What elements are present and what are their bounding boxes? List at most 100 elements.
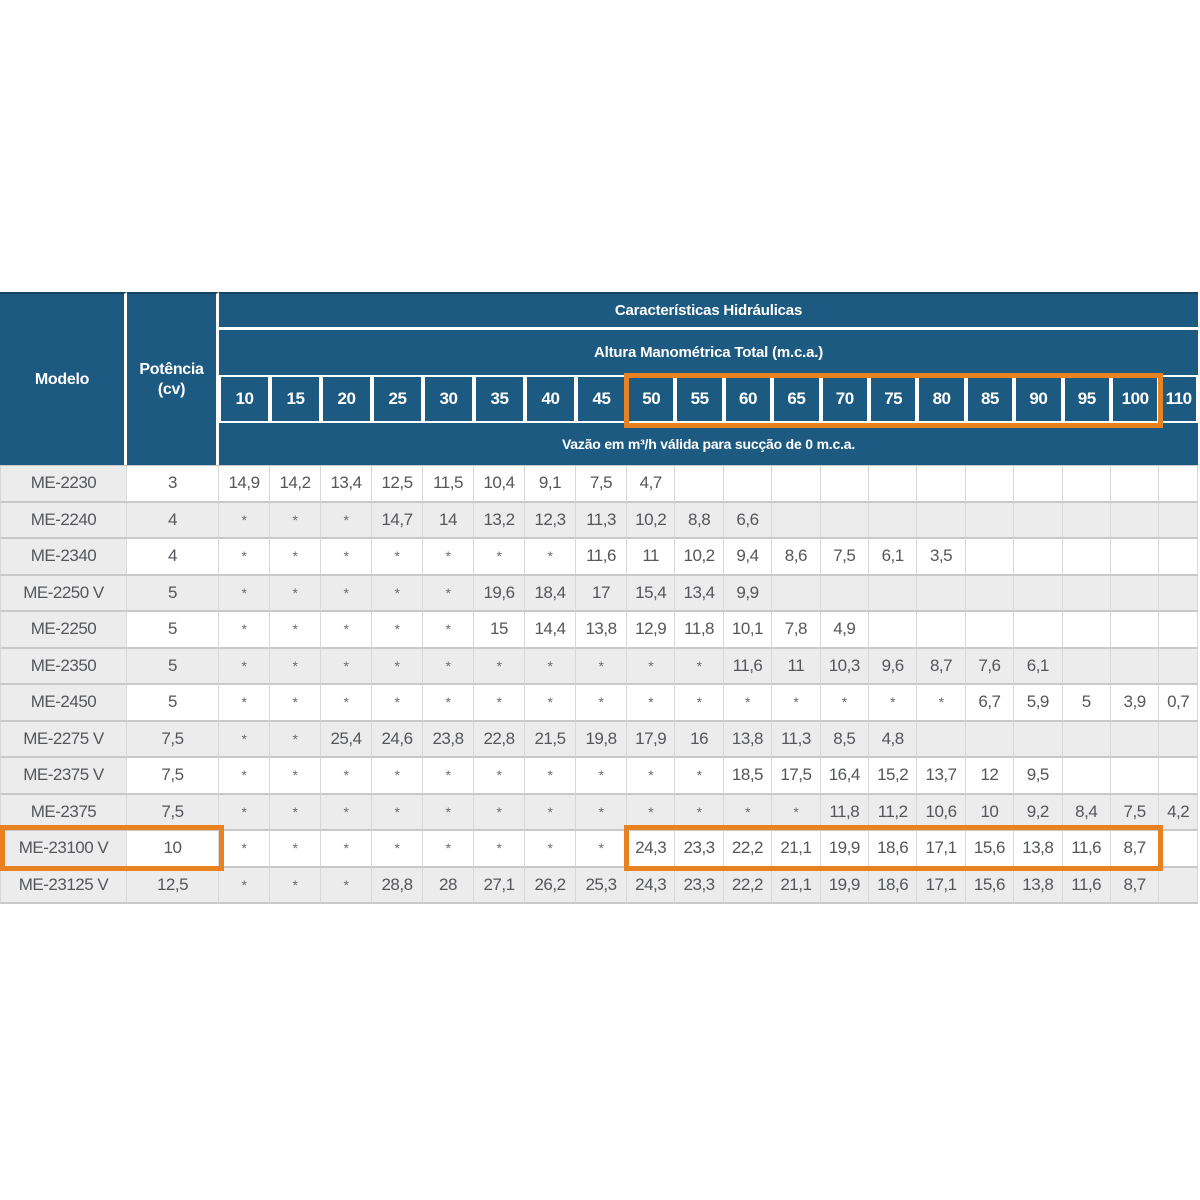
value-cell: 8,6 (772, 539, 821, 576)
value-cell: * (372, 612, 423, 649)
value-cell: 7,5 (576, 466, 627, 503)
value-cell: * (270, 831, 321, 868)
value-cell: * (321, 575, 372, 612)
value-cell: * (219, 648, 270, 685)
value-cell: * (270, 721, 321, 758)
value-cell: 15,6 (965, 867, 1015, 904)
col-header-110: 110 (1159, 377, 1198, 423)
model-column-label: Modelo (34, 370, 90, 388)
power-cell: 7,5 (127, 794, 219, 831)
value-cell: * (372, 794, 423, 831)
value-cell: * (525, 539, 576, 576)
value-cell: * (423, 685, 474, 722)
table-row: ME-2375 V 7,5 * * * * * * * * * * 18,5 17,5 16,4 15,2 13… (0, 758, 1198, 795)
value-cell: 8,7 (917, 648, 966, 685)
value-cell: 28,8 (372, 867, 423, 904)
value-cell: * (372, 575, 423, 612)
power-column-label-line1: Potência (139, 360, 204, 378)
value-cell: 16,4 (820, 758, 869, 795)
model-cell: ME-2240 (0, 502, 127, 539)
power-cell: 7,5 (127, 758, 219, 795)
value-cell: * (474, 794, 525, 831)
value-cell: 10,2 (627, 502, 676, 539)
col-header-70: 70 (820, 377, 869, 423)
value-cell (1110, 648, 1160, 685)
value-cell: 8,5 (820, 721, 869, 758)
value-cell: 6,1 (868, 539, 918, 576)
value-cell: * (576, 794, 627, 831)
table-row: ME-2240 4 * * * 14,7 14 13,2 12,3 11,3 10,2 8,8 6,6 (0, 502, 1198, 539)
value-cell: * (219, 575, 270, 612)
value-cell: 6,7 (965, 685, 1015, 722)
value-cell: 13,2 (474, 502, 525, 539)
value-cell (1159, 502, 1198, 539)
value-cell (1159, 575, 1198, 612)
value-cell (917, 721, 966, 758)
value-cell: 4,9 (820, 612, 869, 649)
value-cell: * (675, 758, 724, 795)
value-cell (1110, 575, 1160, 612)
value-cell (868, 575, 918, 612)
model-cell: ME-2375 (0, 794, 127, 831)
value-cell (1062, 502, 1111, 539)
value-cell: 19,9 (820, 867, 869, 904)
value-cell: * (372, 758, 423, 795)
table-row: ME-2250 V 5 * * * * * 19,6 18,4 17 15,4 13,4 9,9 (0, 575, 1198, 612)
value-cell: * (525, 648, 576, 685)
value-cell: * (321, 758, 372, 795)
col-header-65: 65 (772, 377, 821, 423)
subgroup-title-band: Altura Manométrica Total (m.c.a.) (219, 330, 1198, 377)
value-cell: 9,1 (525, 466, 576, 503)
value-cell (1159, 539, 1198, 576)
power-cell: 4 (127, 539, 219, 576)
value-cell: 17,9 (627, 721, 676, 758)
value-cell: * (772, 794, 821, 831)
value-cell: * (627, 685, 676, 722)
value-cell: 23,3 (675, 831, 724, 868)
value-cell: * (321, 539, 372, 576)
value-cell: 11,8 (820, 794, 869, 831)
value-cell: 25,3 (576, 867, 627, 904)
value-cell (1159, 721, 1198, 758)
value-cell: 24,3 (627, 831, 676, 868)
model-cell: ME-2375 V (0, 758, 127, 795)
value-cell: 11,2 (868, 794, 918, 831)
value-cell (917, 466, 966, 503)
value-cell (1062, 648, 1111, 685)
value-cell: 8,4 (1062, 794, 1111, 831)
value-cell: 19,8 (576, 721, 627, 758)
value-cell (965, 612, 1015, 649)
power-cell: 10 (127, 831, 219, 868)
model-cell: ME-2450 (0, 685, 127, 722)
value-cell (1159, 758, 1198, 795)
value-cell: * (627, 794, 676, 831)
model-cell: ME-2250 (0, 612, 127, 649)
value-cell: 3,9 (1110, 685, 1160, 722)
value-cell: 9,2 (1014, 794, 1063, 831)
value-cell: * (820, 685, 869, 722)
value-cell: 11,8 (675, 612, 724, 649)
value-cell: 7,5 (820, 539, 869, 576)
power-cell: 7,5 (127, 721, 219, 758)
value-cell: 16 (675, 721, 724, 758)
value-cell (1110, 758, 1160, 795)
value-cell: 13,8 (576, 612, 627, 649)
value-cell: 7,5 (1110, 794, 1160, 831)
value-cell: 19,6 (474, 575, 525, 612)
power-column-label-line2: (cv) (157, 380, 186, 398)
col-header-60: 60 (723, 377, 773, 423)
value-cell: * (525, 685, 576, 722)
value-cell (1110, 539, 1160, 576)
value-cell: 18,5 (723, 758, 773, 795)
model-cell: ME-2230 (0, 466, 127, 503)
value-cell: * (423, 794, 474, 831)
model-cell: ME-23125 V (0, 867, 127, 904)
power-cell: 5 (127, 575, 219, 612)
value-cell: * (627, 758, 676, 795)
value-cell: * (675, 648, 724, 685)
value-cell: * (270, 758, 321, 795)
value-cell: 18,4 (525, 575, 576, 612)
flow-note-band: Vazão em m³/h válida para sucção de 0 m.… (219, 423, 1198, 465)
value-cell: * (219, 685, 270, 722)
table-row: ME-2275 V 7,5 * * 25,4 24,6 23,8 22,8 21,5 19,8 17… (0, 721, 1198, 758)
